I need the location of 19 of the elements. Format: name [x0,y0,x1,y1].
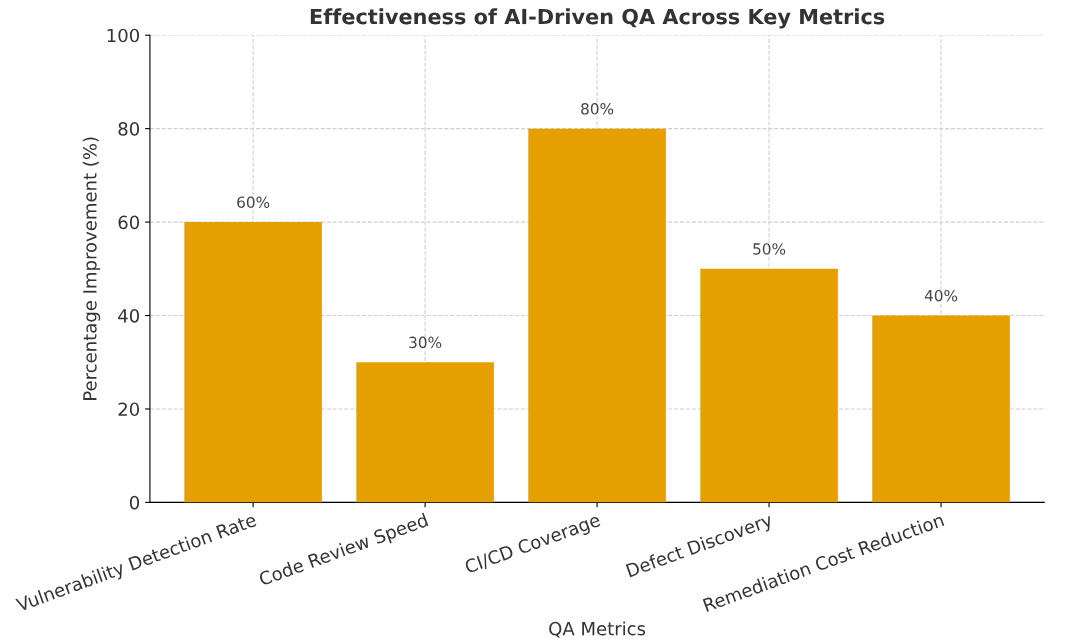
y-tick-label: 0 [129,495,140,510]
data-label: 30% [409,336,442,349]
bar [356,362,494,503]
x-axis-title: QA Metrics [549,621,646,638]
y-tick-label: 20 [118,402,140,417]
bar [528,128,666,503]
y-tick-label: 40 [118,308,140,323]
data-label: 60% [237,196,270,209]
data-label: 50% [753,243,786,255]
y-tick-label: 100 [107,28,140,43]
bar [872,315,1010,503]
y-tick-label: 60 [118,215,140,230]
y-tick-label: 80 [118,122,140,136]
bar [700,268,838,503]
bar [184,222,322,503]
chart-title: Effectiveness of AI-Driven QA Across Key Metrics [310,8,885,29]
data-label: 80% [581,103,614,115]
data-label: 40% [924,289,958,302]
y-axis-title: Percentage Improvement (%) [82,137,101,400]
